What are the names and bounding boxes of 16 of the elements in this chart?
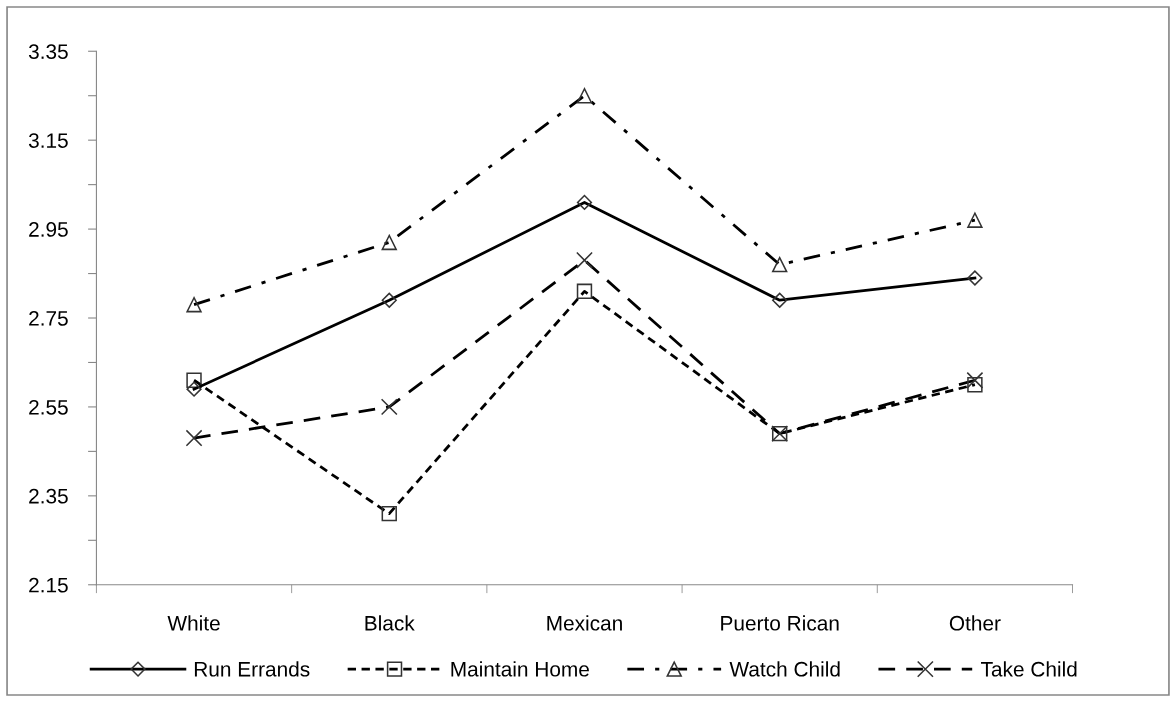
legend-label: Run Errands xyxy=(194,661,310,677)
y-tick-label: 2.95 xyxy=(29,222,68,237)
legend-label: Take Child xyxy=(981,661,1077,677)
x-tick-label: Mexican xyxy=(547,615,622,631)
y-tick-label: 3.35 xyxy=(28,44,68,59)
legend-label: Maintain Home xyxy=(451,661,589,677)
legend-label: Watch Child xyxy=(729,661,840,677)
y-tick-label: 3.15 xyxy=(28,133,68,148)
x-tick-label: Other xyxy=(949,615,1001,631)
y-tick-label: 2.15 xyxy=(29,577,68,593)
y-tick-label: 2.75 xyxy=(29,311,68,326)
y-tick-label: 2.35 xyxy=(29,488,68,504)
x-tick-label: White xyxy=(167,615,220,631)
x-tick-label: Puerto Rican xyxy=(721,615,839,631)
y-tick-label: 2.55 xyxy=(29,399,68,415)
x-tick-label: Black xyxy=(365,615,415,631)
